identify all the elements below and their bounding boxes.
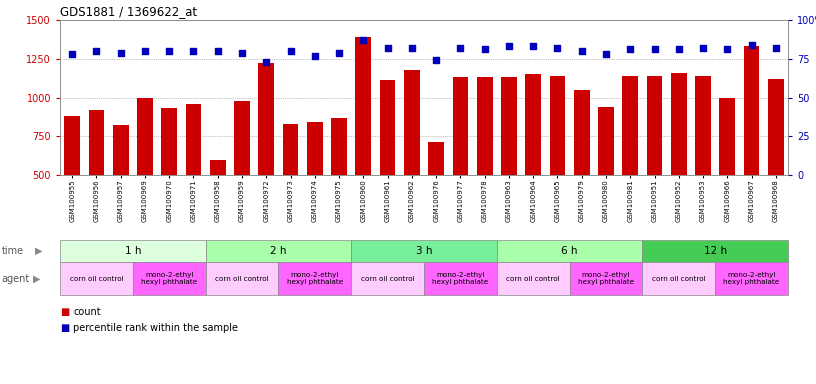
Text: time: time <box>2 246 24 256</box>
Bar <box>307 122 322 253</box>
Bar <box>743 46 760 253</box>
Point <box>429 57 442 63</box>
Point <box>526 43 539 50</box>
Bar <box>137 98 153 253</box>
Point <box>623 46 636 53</box>
Text: 12 h: 12 h <box>703 246 727 256</box>
Text: corn oil control: corn oil control <box>361 275 415 281</box>
Text: 2 h: 2 h <box>270 246 286 256</box>
Point <box>551 45 564 51</box>
Text: corn oil control: corn oil control <box>215 275 268 281</box>
Bar <box>356 37 371 253</box>
Bar <box>404 70 419 253</box>
Bar <box>598 107 614 253</box>
Bar <box>113 126 129 253</box>
Bar <box>642 262 715 295</box>
Bar <box>570 262 642 295</box>
Text: percentile rank within the sample: percentile rank within the sample <box>73 323 238 333</box>
Text: ▶: ▶ <box>33 273 40 283</box>
Point <box>114 50 127 56</box>
Bar <box>574 90 590 253</box>
Bar <box>646 76 663 253</box>
Bar <box>206 262 278 295</box>
Point <box>187 48 200 54</box>
Bar <box>623 76 638 253</box>
Point <box>600 51 613 57</box>
Point <box>769 45 783 51</box>
Text: corn oil control: corn oil control <box>652 275 706 281</box>
Bar <box>162 108 177 253</box>
Point <box>284 48 297 54</box>
Point <box>721 46 734 53</box>
Point <box>211 48 224 54</box>
Bar <box>526 74 541 253</box>
Point <box>162 48 175 54</box>
Point <box>503 43 516 50</box>
Point <box>745 42 758 48</box>
Text: mono-2-ethyl
hexyl phthalate: mono-2-ethyl hexyl phthalate <box>578 272 634 285</box>
Point <box>575 48 588 54</box>
Bar <box>206 240 351 262</box>
Text: agent: agent <box>2 273 30 283</box>
Bar <box>64 116 80 253</box>
Text: corn oil control: corn oil control <box>69 275 123 281</box>
Bar <box>278 262 351 295</box>
Bar <box>282 124 299 253</box>
Bar <box>671 73 687 253</box>
Point <box>648 46 661 53</box>
Point <box>406 45 419 51</box>
Bar <box>424 262 497 295</box>
Text: corn oil control: corn oil control <box>507 275 560 281</box>
Bar <box>497 262 570 295</box>
Bar <box>351 262 424 295</box>
Text: ■: ■ <box>60 323 69 333</box>
Bar <box>428 142 444 253</box>
Bar <box>695 76 711 253</box>
Bar <box>331 118 347 253</box>
Text: 1 h: 1 h <box>125 246 141 256</box>
Bar <box>351 240 497 262</box>
Text: ▶: ▶ <box>35 246 42 256</box>
Bar <box>133 262 206 295</box>
Bar <box>720 98 735 253</box>
Point <box>333 50 346 56</box>
Text: mono-2-ethyl
hexyl phthalate: mono-2-ethyl hexyl phthalate <box>724 272 780 285</box>
Bar <box>642 240 788 262</box>
Text: mono-2-ethyl
hexyl phthalate: mono-2-ethyl hexyl phthalate <box>432 272 489 285</box>
Bar <box>210 159 225 253</box>
Bar <box>453 77 468 253</box>
Point <box>259 59 273 65</box>
Point <box>90 48 103 54</box>
Text: 6 h: 6 h <box>561 246 578 256</box>
Point <box>357 37 370 43</box>
Text: 3 h: 3 h <box>415 246 432 256</box>
Bar <box>501 77 517 253</box>
Point <box>454 45 467 51</box>
Text: mono-2-ethyl
hexyl phthalate: mono-2-ethyl hexyl phthalate <box>141 272 197 285</box>
Bar <box>88 110 104 253</box>
Text: mono-2-ethyl
hexyl phthalate: mono-2-ethyl hexyl phthalate <box>286 272 343 285</box>
Bar <box>550 76 565 253</box>
Point <box>381 45 394 51</box>
Bar <box>379 81 396 253</box>
Bar <box>60 240 206 262</box>
Bar <box>185 104 202 253</box>
Bar <box>234 101 250 253</box>
Point <box>308 53 322 59</box>
Bar <box>60 262 133 295</box>
Bar <box>259 63 274 253</box>
Bar <box>497 240 642 262</box>
Point <box>139 48 152 54</box>
Point <box>672 46 685 53</box>
Point <box>65 51 78 57</box>
Point <box>236 50 249 56</box>
Bar <box>715 262 788 295</box>
Text: count: count <box>73 307 100 317</box>
Text: ■: ■ <box>60 307 69 317</box>
Bar <box>768 79 783 253</box>
Bar <box>477 77 493 253</box>
Point <box>697 45 710 51</box>
Text: GDS1881 / 1369622_at: GDS1881 / 1369622_at <box>60 5 197 18</box>
Point <box>478 46 491 53</box>
